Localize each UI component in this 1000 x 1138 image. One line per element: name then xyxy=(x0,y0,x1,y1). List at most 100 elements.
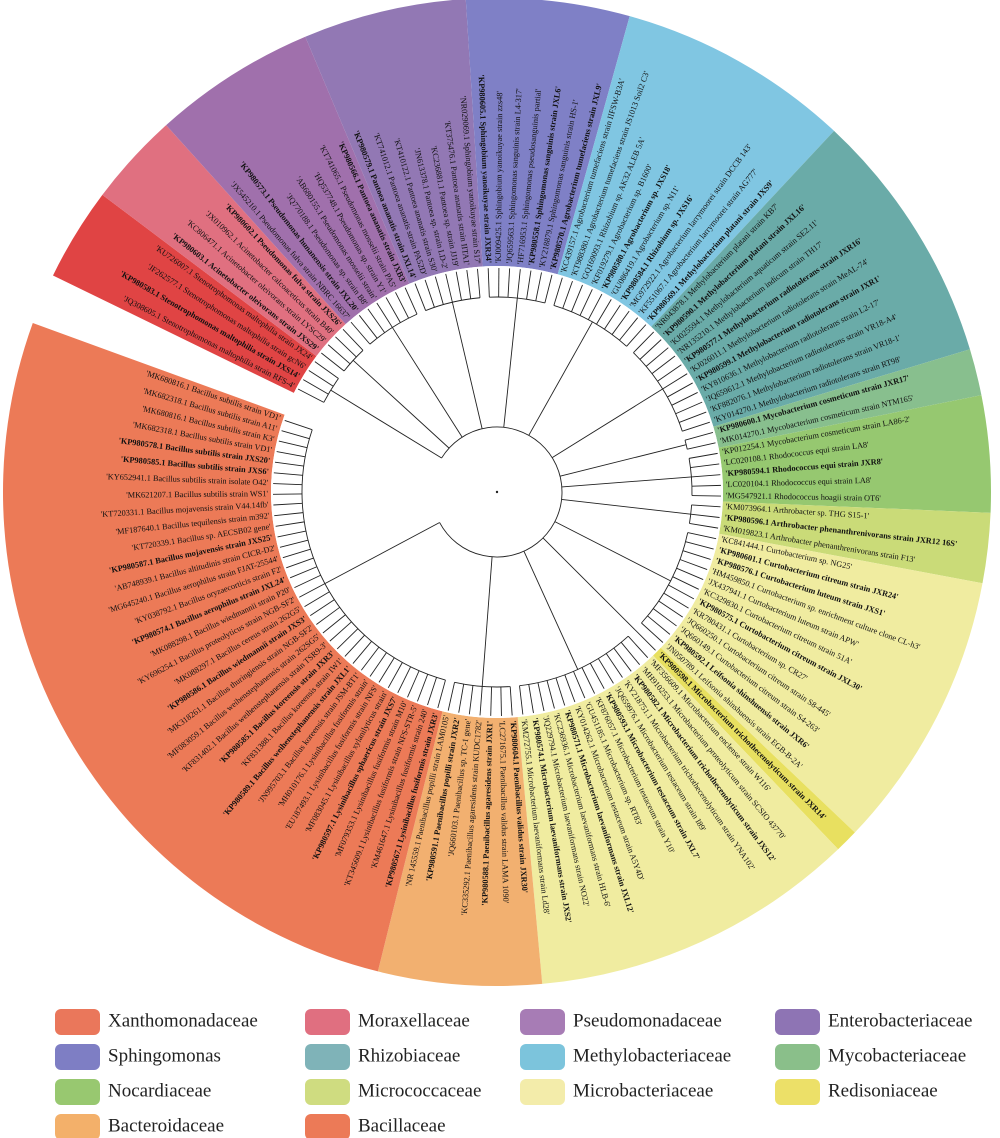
leaf-branch xyxy=(278,440,308,449)
leaf-branch xyxy=(667,382,693,398)
clade-branch xyxy=(481,556,493,687)
leaf-branch xyxy=(294,574,321,589)
leaf-branch xyxy=(281,430,310,440)
leaf-branch xyxy=(358,315,378,339)
legend-swatch xyxy=(55,1114,100,1138)
clade-sector xyxy=(377,711,543,986)
clade-branch xyxy=(352,360,450,449)
leaf-branch xyxy=(437,679,446,709)
clade-branch xyxy=(542,537,636,631)
leaf-branch xyxy=(321,352,345,372)
leaf-branch xyxy=(619,317,639,341)
root-arc xyxy=(439,426,563,558)
clade-branch xyxy=(551,388,663,459)
leaf-branch xyxy=(675,401,703,415)
leaf-branch xyxy=(416,674,429,702)
legend-label: Pseudomonadaceae xyxy=(573,1010,722,1031)
leaf-branch xyxy=(509,686,513,716)
leaf-branch xyxy=(597,658,614,684)
clade-sector xyxy=(166,36,410,325)
leaf-branch xyxy=(369,652,387,677)
leaf-branch xyxy=(424,279,435,308)
leaf-branch xyxy=(589,663,605,689)
leaf-branch xyxy=(679,411,707,423)
leaf-branch xyxy=(627,635,649,658)
leaf-branch xyxy=(500,686,502,716)
leaf-branch xyxy=(414,283,427,311)
leaf-branch xyxy=(604,304,621,330)
leaf-branch xyxy=(507,268,511,298)
leaf-label: 'LC271675.1 Paenibacillus validus strain… xyxy=(498,721,511,904)
leaf-label: 'MK621207.1 Bacillus subtilis strain WS1… xyxy=(126,489,268,499)
leaf-branch xyxy=(466,269,472,299)
leaf-branch xyxy=(690,463,720,469)
leaf-branch xyxy=(477,268,481,298)
leaf-branch xyxy=(335,336,357,358)
tree-branches xyxy=(273,268,721,716)
legend-swatch xyxy=(55,1009,100,1035)
leaf-branch xyxy=(657,364,682,382)
legend-swatch xyxy=(305,1079,350,1105)
legend-swatch xyxy=(775,1079,820,1105)
leaf-branch xyxy=(314,361,339,379)
leaf-branch xyxy=(297,388,325,403)
leaf-branch xyxy=(276,451,306,458)
leaf-branch xyxy=(273,483,303,486)
leaf-branch xyxy=(336,628,359,650)
leaf-branch xyxy=(553,277,563,306)
leaf-branch xyxy=(663,592,689,609)
leaf-branch xyxy=(445,273,453,303)
leaf-branch xyxy=(653,608,677,627)
leaf-branch xyxy=(555,677,566,706)
leaf-branch xyxy=(490,686,492,716)
leaf-branch xyxy=(639,339,662,360)
leaf-branch xyxy=(274,512,304,517)
leaf-branch xyxy=(579,289,593,316)
clade-arc xyxy=(301,429,446,681)
clade-sector xyxy=(2,323,443,972)
legend-swatch xyxy=(520,1079,565,1105)
leaf-label: 'LC020104.1 Rhodococcus equi strain LA8' xyxy=(726,476,872,489)
leaf-branch xyxy=(327,344,351,365)
leaf-branch xyxy=(562,280,573,309)
leaf-branch xyxy=(689,452,718,459)
leaf-branch xyxy=(395,292,410,319)
leaf-branch xyxy=(378,657,395,683)
leaf-branch xyxy=(682,550,711,560)
leaf-branch xyxy=(455,271,462,301)
leaf-branch xyxy=(611,310,630,335)
leaf-branch xyxy=(344,634,365,657)
leaf-branch xyxy=(352,641,372,664)
clade-sector xyxy=(719,501,991,584)
leaf-branch xyxy=(404,287,418,315)
leaf-branch xyxy=(273,502,303,506)
clade-branch xyxy=(523,550,579,670)
legend-swatch xyxy=(305,1114,350,1138)
leaf-branch xyxy=(668,584,695,600)
legend-swatch xyxy=(775,1009,820,1035)
leaf-branch xyxy=(309,599,335,617)
leaf-branch xyxy=(487,268,490,298)
leaf-branch xyxy=(322,614,346,634)
legend-swatch xyxy=(305,1044,350,1070)
clade-sector xyxy=(517,655,839,984)
root xyxy=(495,490,499,494)
leaf-branch xyxy=(526,270,532,300)
legend-label: Mycobacteriaceae xyxy=(828,1045,966,1066)
legend-label: Sphingomonas xyxy=(108,1045,221,1066)
leaf-branch xyxy=(275,521,305,527)
clade-branch xyxy=(559,444,687,477)
leaf-branch xyxy=(277,530,307,538)
legend-label: Nocardiaceae xyxy=(108,1080,211,1101)
leaf-branch xyxy=(626,324,647,347)
leaf-branch xyxy=(407,670,420,698)
leaf-label: 'KJ009425.1 Sphingobium yanoikuyae strai… xyxy=(494,91,504,263)
leaf-branch xyxy=(596,299,612,325)
leaf-branch xyxy=(387,662,403,689)
leaf-branch xyxy=(535,272,542,301)
clade-branch xyxy=(451,302,483,429)
legend-label: Methylobacteriaceae xyxy=(573,1045,731,1066)
clade-arc xyxy=(553,305,627,347)
leaf-branch xyxy=(434,276,444,305)
